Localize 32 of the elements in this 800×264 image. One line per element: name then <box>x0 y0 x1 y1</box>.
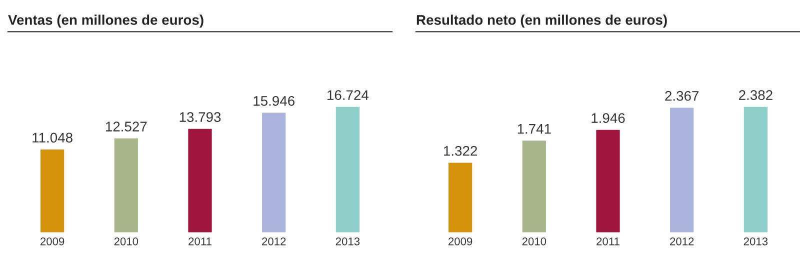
data-label: 16.724 <box>328 90 369 100</box>
data-label: 11.048 <box>32 132 72 143</box>
x-tick-label: 2011 <box>596 237 620 246</box>
data-label: 1.322 <box>444 146 477 156</box>
data-label: 1.741 <box>518 124 551 134</box>
bar <box>188 128 212 232</box>
bar <box>670 108 694 232</box>
bar <box>522 140 546 232</box>
data-label: 2.367 <box>665 90 699 101</box>
chart-title: Resultado neto (en millones de euros) <box>416 14 667 28</box>
bar <box>40 149 64 232</box>
data-label: 13.793 <box>180 112 221 122</box>
x-tick-label: 2012 <box>262 237 286 246</box>
bar <box>448 162 472 232</box>
data-label: 1.946 <box>592 113 625 123</box>
bar <box>114 138 138 232</box>
bar <box>596 130 620 232</box>
data-label: 2.382 <box>739 90 772 100</box>
x-tick-label: 2009 <box>448 237 472 246</box>
x-tick-label: 2010 <box>114 237 138 246</box>
data-label: 12.527 <box>106 122 147 132</box>
bar <box>262 112 286 232</box>
x-tick-label: 2010 <box>522 237 546 246</box>
x-tick-label: 2012 <box>670 237 694 246</box>
data-label: 15.946 <box>254 96 294 106</box>
x-tick-label: 2013 <box>744 237 768 246</box>
chart-title: Ventas (en millones de euros) <box>8 14 204 28</box>
bar <box>336 106 360 232</box>
bar <box>744 106 768 232</box>
x-tick-label: 2011 <box>188 237 212 246</box>
x-tick-label: 2013 <box>336 237 360 246</box>
x-tick-label: 2009 <box>40 237 64 246</box>
